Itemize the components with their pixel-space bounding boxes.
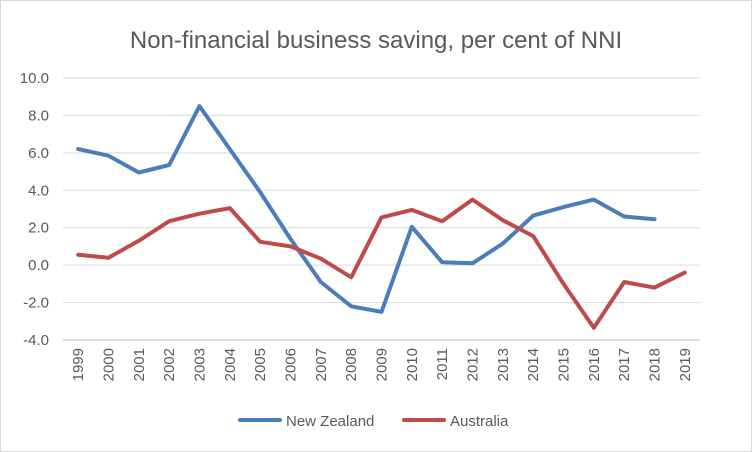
x-tick-label: 2006 [283, 348, 300, 381]
x-tick-label: 2012 [465, 348, 482, 381]
x-tick-label: 2016 [586, 348, 603, 381]
x-tick-label: 2019 [677, 348, 694, 381]
x-tick-label: 2018 [647, 348, 664, 381]
x-tick-label: 2005 [252, 348, 269, 381]
x-tick-label: 2015 [556, 348, 573, 381]
x-tick-label: 2017 [616, 348, 633, 381]
legend-label: Australia [450, 413, 509, 430]
x-tick-label: 2013 [495, 348, 512, 381]
y-tick-label: 0.0 [28, 257, 49, 274]
x-tick-label: 2004 [222, 348, 239, 381]
x-tick-label: 1999 [70, 348, 87, 381]
series-lines [76, 104, 687, 330]
legend-item-australia[interactable]: Australia [402, 413, 509, 430]
x-tick-label: 2002 [161, 348, 178, 381]
series-line-new-zealand [76, 104, 657, 314]
x-tick-label: 2007 [313, 348, 330, 381]
x-tick-label: 2008 [343, 348, 360, 381]
y-axis-tick-labels: 10.0 8.0 6.0 4.0 2.0 0.0 -2.0 -4.0 [20, 70, 49, 349]
gridlines [63, 77, 700, 341]
y-tick-label: 6.0 [28, 145, 49, 162]
x-tick-label: 2011 [434, 348, 451, 380]
y-tick-label: 10.0 [20, 70, 49, 87]
y-tick-label: 2.0 [28, 220, 49, 237]
legend[interactable]: New Zealand Australia [238, 413, 509, 430]
series-line-australia [76, 197, 687, 330]
x-axis-tick-labels: 1999 2000 2001 2002 2003 2004 2005 2006 2007 2008… [70, 348, 694, 381]
y-tick-label: -2.0 [23, 295, 49, 312]
x-tick-label: 2009 [374, 348, 391, 381]
x-tick-label: 2010 [404, 348, 421, 381]
x-tick-label: 2001 [131, 348, 148, 381]
x-tick-label: 2003 [192, 348, 209, 381]
legend-item-new-zealand[interactable]: New Zealand [238, 413, 374, 430]
x-tick-label: 2014 [525, 348, 542, 381]
x-tick-label: 2000 [101, 348, 118, 381]
y-tick-label: 4.0 [28, 182, 49, 199]
y-tick-label: 8.0 [28, 107, 49, 124]
legend-label: New Zealand [286, 413, 374, 430]
chart-title: Non-financial business saving, per cent … [130, 27, 622, 54]
y-tick-label: -4.0 [23, 332, 49, 349]
